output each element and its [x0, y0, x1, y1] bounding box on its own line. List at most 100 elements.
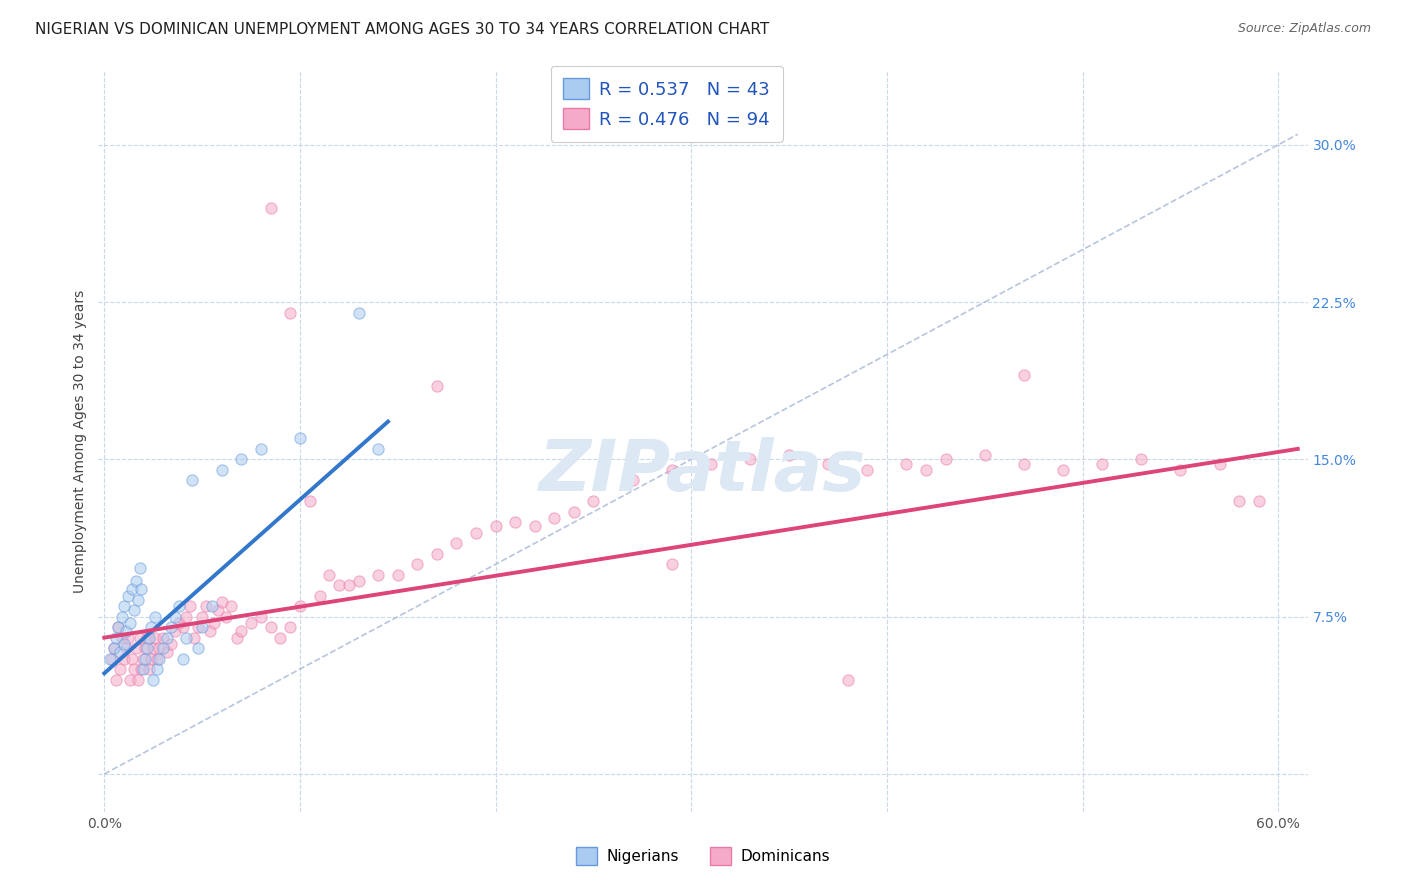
Point [856, 463, 879, 477]
Point [183, 631, 205, 645]
Point [523, 519, 546, 533]
Point [250, 442, 273, 456]
Point [198, 624, 221, 639]
Point [738, 452, 761, 467]
Point [231, 452, 253, 467]
Point [1170, 463, 1192, 477]
Point [118, 615, 141, 630]
Point [195, 599, 218, 614]
Point [214, 609, 236, 624]
Point [132, 651, 155, 665]
Point [621, 473, 644, 487]
Point [250, 609, 273, 624]
Point [278, 305, 301, 319]
Point [308, 589, 330, 603]
Point [105, 631, 128, 645]
Point [367, 567, 389, 582]
Point [172, 620, 194, 634]
Point [187, 641, 209, 656]
Point [138, 662, 160, 676]
Point [107, 620, 129, 634]
Point [543, 511, 565, 525]
Point [124, 574, 146, 588]
Point [108, 645, 131, 659]
Point [121, 651, 143, 665]
Point [108, 662, 131, 676]
Point [128, 631, 150, 645]
Point [114, 624, 136, 639]
Point [136, 641, 159, 656]
Point [136, 631, 159, 645]
Point [1052, 463, 1074, 477]
Point [191, 620, 214, 634]
Point [111, 631, 134, 645]
Point [142, 673, 165, 687]
Point [973, 448, 995, 462]
Point [1012, 457, 1035, 471]
Point [156, 645, 179, 659]
Point [117, 589, 139, 603]
Point [328, 578, 350, 592]
Point [105, 673, 128, 687]
Point [207, 603, 229, 617]
Point [148, 651, 170, 665]
Point [159, 637, 181, 651]
Point [176, 631, 198, 645]
Point [141, 651, 163, 665]
Point [101, 651, 124, 665]
Point [426, 379, 449, 393]
Point [132, 662, 155, 676]
Point [141, 620, 163, 634]
Point [426, 547, 449, 561]
Point [163, 609, 186, 624]
Point [226, 631, 249, 645]
Point [778, 448, 800, 462]
Point [896, 457, 918, 471]
Point [181, 473, 204, 487]
Point [387, 567, 409, 582]
Point [167, 615, 190, 630]
Text: Source: ZipAtlas.com: Source: ZipAtlas.com [1237, 22, 1371, 36]
Point [582, 494, 605, 508]
Point [446, 536, 468, 550]
Point [484, 519, 506, 533]
Point [211, 595, 233, 609]
Point [269, 631, 291, 645]
Point [240, 615, 263, 630]
Point [146, 662, 169, 676]
Point [503, 516, 526, 530]
Point [143, 631, 166, 645]
Y-axis label: Unemployment Among Ages 30 to 34 years: Unemployment Among Ages 30 to 34 years [73, 290, 87, 593]
Point [179, 599, 201, 614]
Point [121, 582, 143, 597]
Point [1247, 494, 1270, 508]
Point [134, 651, 156, 665]
Point [112, 637, 135, 651]
Point [318, 567, 340, 582]
Point [107, 620, 129, 634]
Point [111, 609, 134, 624]
Point [122, 662, 145, 676]
Point [202, 615, 225, 630]
Point [288, 599, 311, 614]
Point [837, 673, 859, 687]
Point [152, 631, 174, 645]
Point [143, 609, 166, 624]
Point [347, 305, 370, 319]
Point [172, 651, 194, 665]
Point [112, 599, 135, 614]
Point [128, 561, 150, 575]
Point [288, 431, 311, 445]
Point [465, 525, 488, 540]
Point [103, 641, 125, 656]
Point [1208, 457, 1230, 471]
Point [117, 631, 139, 645]
Point [103, 641, 125, 656]
Point [142, 641, 165, 656]
Point [118, 673, 141, 687]
Point [298, 494, 321, 508]
Point [122, 603, 145, 617]
Point [211, 463, 233, 477]
Point [347, 574, 370, 588]
Point [124, 641, 146, 656]
